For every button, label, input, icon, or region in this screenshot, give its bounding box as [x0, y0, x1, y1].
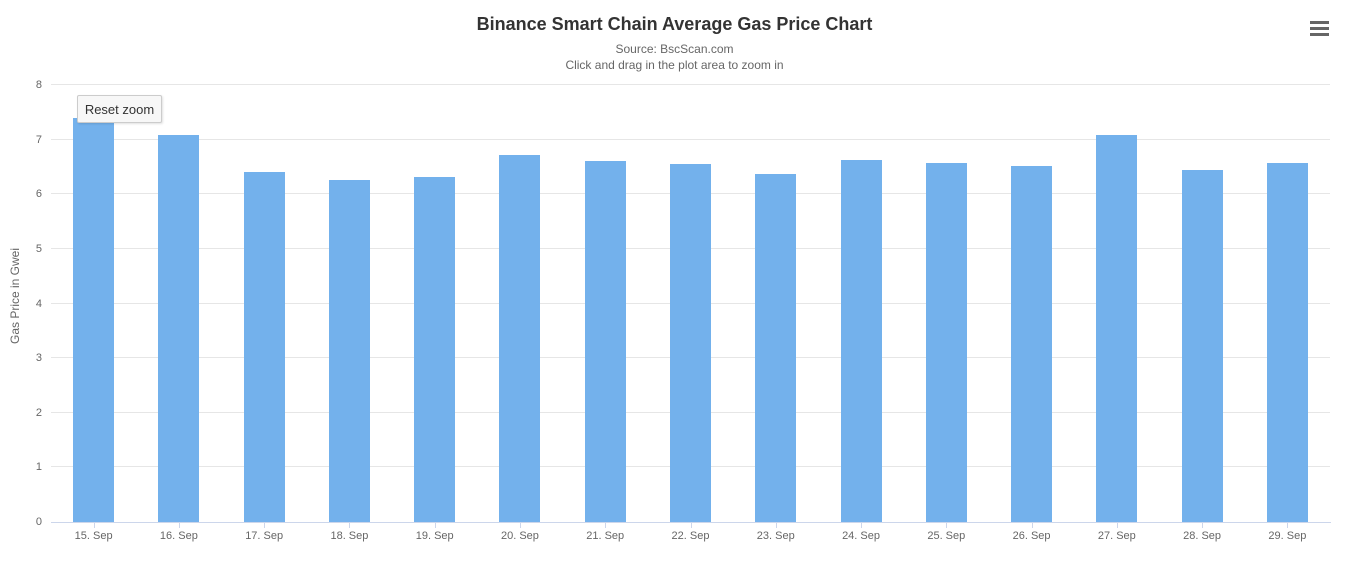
x-axis-tick [1116, 522, 1118, 528]
x-axis-tick-label: 26. Sep [1012, 530, 1051, 542]
bar-25-sep[interactable] [925, 162, 967, 522]
x-axis-tick [93, 522, 95, 528]
bar-22-sep[interactable] [670, 164, 711, 522]
x-axis-tick-label: 16. Sep [159, 530, 198, 542]
bar-29-sep[interactable] [1266, 162, 1308, 522]
x-axis-tick-label: 19. Sep [415, 530, 454, 542]
x-axis-tick-label: 28. Sep [1183, 530, 1222, 542]
bar-16-sep[interactable] [158, 134, 200, 522]
bar-15-sep[interactable] [73, 118, 115, 522]
bar-20-sep[interactable] [499, 154, 541, 522]
x-axis-tick-label: 21. Sep [586, 530, 625, 542]
x-axis-tick [775, 522, 777, 528]
bar-21-sep[interactable] [584, 161, 626, 522]
x-axis-tick-label: 25. Sep [927, 530, 966, 542]
hamburger-stripe [1310, 27, 1329, 30]
y-axis-tick-label: 1 [35, 461, 42, 474]
reset-zoom-button[interactable]: Reset zoom [77, 95, 162, 123]
x-axis-tick-label: 17. Sep [245, 530, 284, 542]
x-axis-tick-label: 18. Sep [330, 530, 369, 542]
x-axis-tick [178, 522, 180, 528]
x-axis-tick-label: 23. Sep [756, 530, 795, 542]
y-axis-tick-label: 5 [35, 242, 42, 255]
x-axis-tick-label: 20. Sep [500, 530, 539, 542]
x-axis-tick-label: 24. Sep [842, 530, 880, 542]
gridline [51, 84, 1330, 85]
x-axis-tick [1031, 522, 1033, 528]
bar-27-sep[interactable] [1096, 135, 1138, 522]
x-axis-tick-label: 29. Sep [1268, 530, 1307, 542]
x-axis-tick [861, 522, 863, 528]
x-axis-tick [690, 522, 692, 528]
x-axis-tick [946, 522, 948, 528]
plot-area[interactable] [51, 84, 1330, 522]
hamburger-stripe [1310, 21, 1329, 24]
x-axis-tick-label: 22. Sep [671, 530, 710, 542]
bar-24-sep[interactable] [840, 159, 882, 522]
y-axis-tick-label: 3 [35, 352, 42, 365]
x-axis-tick [349, 522, 351, 528]
bar-23-sep[interactable] [755, 173, 797, 522]
chart-title: Binance Smart Chain Average Gas Price Ch… [476, 14, 873, 34]
x-axis-tick [434, 522, 436, 528]
bar-17-sep[interactable] [243, 172, 285, 522]
x-axis-tick [1287, 522, 1289, 528]
x-axis-tick [1202, 522, 1204, 528]
hamburger-menu-icon[interactable] [1310, 21, 1329, 37]
chart-subtitle-hint: Click and drag in the plot area to zoom … [565, 58, 784, 72]
x-axis-tick [605, 522, 607, 528]
hamburger-stripe [1310, 33, 1329, 36]
bar-18-sep[interactable] [328, 179, 370, 522]
y-axis-tick-label: 6 [35, 188, 42, 201]
chart-subtitle-source: Source: BscScan.com [615, 42, 734, 56]
x-axis-tick [264, 522, 266, 528]
x-axis-tick-label: 27. Sep [1097, 530, 1136, 542]
y-axis-tick-label: 8 [35, 79, 42, 91]
bar-26-sep[interactable] [1011, 166, 1053, 522]
bar-19-sep[interactable] [414, 177, 456, 522]
x-axis-tick [519, 522, 521, 528]
y-axis-tick-label: 0 [35, 516, 42, 528]
gridline [51, 138, 1330, 140]
y-axis-tick-label: 7 [35, 133, 42, 146]
x-axis-tick-label: 15. Sep [74, 530, 113, 542]
bar-28-sep[interactable] [1181, 169, 1223, 522]
y-axis-tick-label: 4 [35, 297, 42, 310]
y-axis-tick-label: 2 [35, 406, 42, 419]
